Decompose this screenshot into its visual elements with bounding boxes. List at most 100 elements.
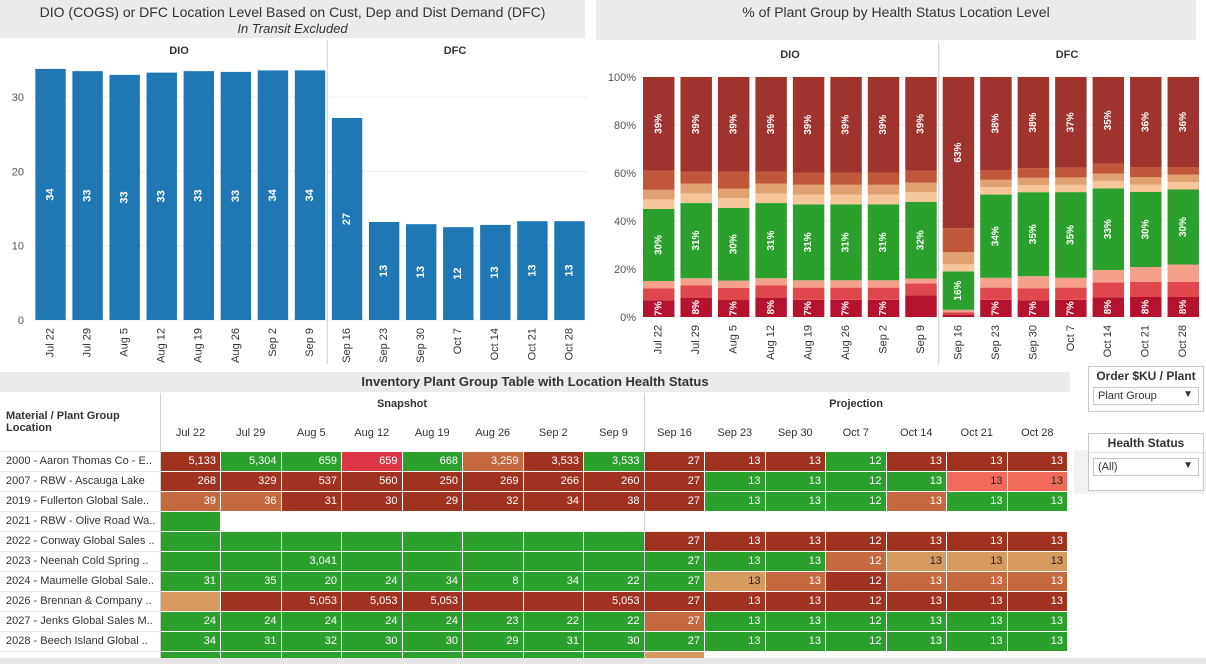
stack-segment[interactable] <box>1017 192 1050 277</box>
table-cell[interactable] <box>462 550 524 572</box>
table-cell[interactable] <box>220 550 282 572</box>
stack-segment[interactable] <box>1092 188 1125 270</box>
table-cell[interactable]: 13 <box>704 470 766 492</box>
stack-segment[interactable] <box>792 299 825 317</box>
table-cell[interactable]: 13 <box>764 470 826 492</box>
stack-segment[interactable] <box>755 278 787 286</box>
table-cell[interactable]: 13 <box>704 630 766 652</box>
stack-segment[interactable] <box>792 194 825 205</box>
stack-segment[interactable] <box>1092 269 1125 283</box>
table-cell[interactable]: 13 <box>1006 610 1069 632</box>
table-cell[interactable] <box>522 510 584 532</box>
stack-segment[interactable] <box>867 204 900 281</box>
table-cell[interactable]: 36 <box>220 490 282 512</box>
table-cell[interactable] <box>159 530 221 552</box>
bar[interactable] <box>406 224 437 320</box>
table-cell[interactable] <box>220 530 282 552</box>
stack-segment[interactable] <box>1167 174 1200 183</box>
table-cell[interactable] <box>1006 510 1069 532</box>
stack-segment[interactable] <box>867 172 900 185</box>
table-cell[interactable] <box>885 650 947 658</box>
table-cell[interactable] <box>220 510 282 532</box>
table-cell[interactable] <box>220 590 282 612</box>
table-cell[interactable]: 5,133 <box>159 450 221 472</box>
table-cell[interactable] <box>946 650 1008 658</box>
stack-segment[interactable] <box>942 314 975 317</box>
table-cell[interactable] <box>401 530 463 552</box>
stack-segment[interactable] <box>980 187 1012 195</box>
stack-segment[interactable] <box>680 278 712 286</box>
table-cell[interactable]: 13 <box>764 530 826 552</box>
table-cell[interactable]: 3,533 <box>522 450 584 472</box>
table-cell[interactable]: 22 <box>522 610 584 632</box>
stack-segment[interactable] <box>1055 184 1087 193</box>
stack-segment[interactable] <box>642 199 675 209</box>
stack-segment[interactable] <box>830 194 862 205</box>
stack-segment[interactable] <box>905 283 937 296</box>
stack-segment[interactable] <box>755 285 787 298</box>
table-cell[interactable] <box>704 650 766 658</box>
stack-segment[interactable] <box>1167 282 1200 297</box>
stack-segment[interactable] <box>905 182 937 193</box>
stack-segment[interactable] <box>717 207 750 281</box>
stack-segment[interactable] <box>642 288 675 301</box>
table-cell[interactable] <box>522 550 584 572</box>
table-cell[interactable]: 5,304 <box>220 450 282 472</box>
table-cell[interactable]: 13 <box>704 530 766 552</box>
table-cell[interactable]: 13 <box>764 450 826 472</box>
stack-segment[interactable] <box>1017 300 1050 317</box>
stack-segment[interactable] <box>1017 276 1050 289</box>
table-cell[interactable]: 24 <box>341 610 403 632</box>
table-cell[interactable]: 13 <box>764 590 826 612</box>
stack-segment[interactable] <box>1092 282 1125 298</box>
table-cell[interactable]: 39 <box>159 490 221 512</box>
table-cell[interactable] <box>280 650 342 658</box>
stack-segment[interactable] <box>980 170 1012 180</box>
table-cell[interactable] <box>643 650 705 658</box>
stack-segment[interactable] <box>680 285 712 298</box>
stack-segment[interactable] <box>1130 297 1162 317</box>
table-cell[interactable]: 13 <box>885 590 947 612</box>
bar[interactable] <box>72 71 103 320</box>
table-cell[interactable] <box>341 530 403 552</box>
table-cell[interactable]: 27 <box>643 630 705 652</box>
table-cell[interactable]: 13 <box>704 490 766 512</box>
stack-segment[interactable] <box>980 299 1012 317</box>
bar[interactable] <box>109 74 140 320</box>
stack-segment[interactable] <box>680 77 712 172</box>
stack-segment[interactable] <box>642 281 675 289</box>
stack-segment[interactable] <box>1055 192 1087 278</box>
stack-segment[interactable] <box>717 77 750 172</box>
stack-segment[interactable] <box>680 297 712 317</box>
stack-segment[interactable] <box>830 184 862 195</box>
table-cell[interactable] <box>764 650 826 658</box>
table-cell[interactable]: 35 <box>220 570 282 592</box>
table-cell[interactable]: 13 <box>764 490 826 512</box>
table-cell[interactable]: 13 <box>1006 630 1069 652</box>
bar[interactable] <box>331 117 363 320</box>
table-cell[interactable]: 34 <box>159 630 221 652</box>
table-cell[interactable] <box>341 650 403 658</box>
table-cell[interactable] <box>1006 650 1069 658</box>
table-cell[interactable]: 12 <box>825 490 887 512</box>
table-cell[interactable]: 13 <box>946 610 1008 632</box>
table-cell[interactable] <box>159 550 221 572</box>
stack-segment[interactable] <box>792 184 825 195</box>
table-cell[interactable]: 13 <box>946 530 1008 552</box>
table-cell[interactable] <box>401 510 463 532</box>
stack-segment[interactable] <box>867 287 900 300</box>
table-cell[interactable]: 31 <box>280 490 342 512</box>
stack-segment[interactable] <box>755 77 787 172</box>
table-cell[interactable] <box>885 510 947 532</box>
table-cell[interactable]: 30 <box>341 630 403 652</box>
bar[interactable] <box>220 71 252 320</box>
stack-segment[interactable] <box>642 209 675 281</box>
table-cell[interactable]: 27 <box>643 530 705 552</box>
stack-segment[interactable] <box>1055 177 1087 185</box>
table-cell[interactable]: 5,053 <box>280 590 342 612</box>
table-cell[interactable]: 27 <box>643 470 705 492</box>
table-cell[interactable] <box>280 530 342 552</box>
table-cell[interactable] <box>462 510 524 532</box>
stack-segment[interactable] <box>1167 182 1200 190</box>
stack-segment[interactable] <box>1017 77 1050 169</box>
